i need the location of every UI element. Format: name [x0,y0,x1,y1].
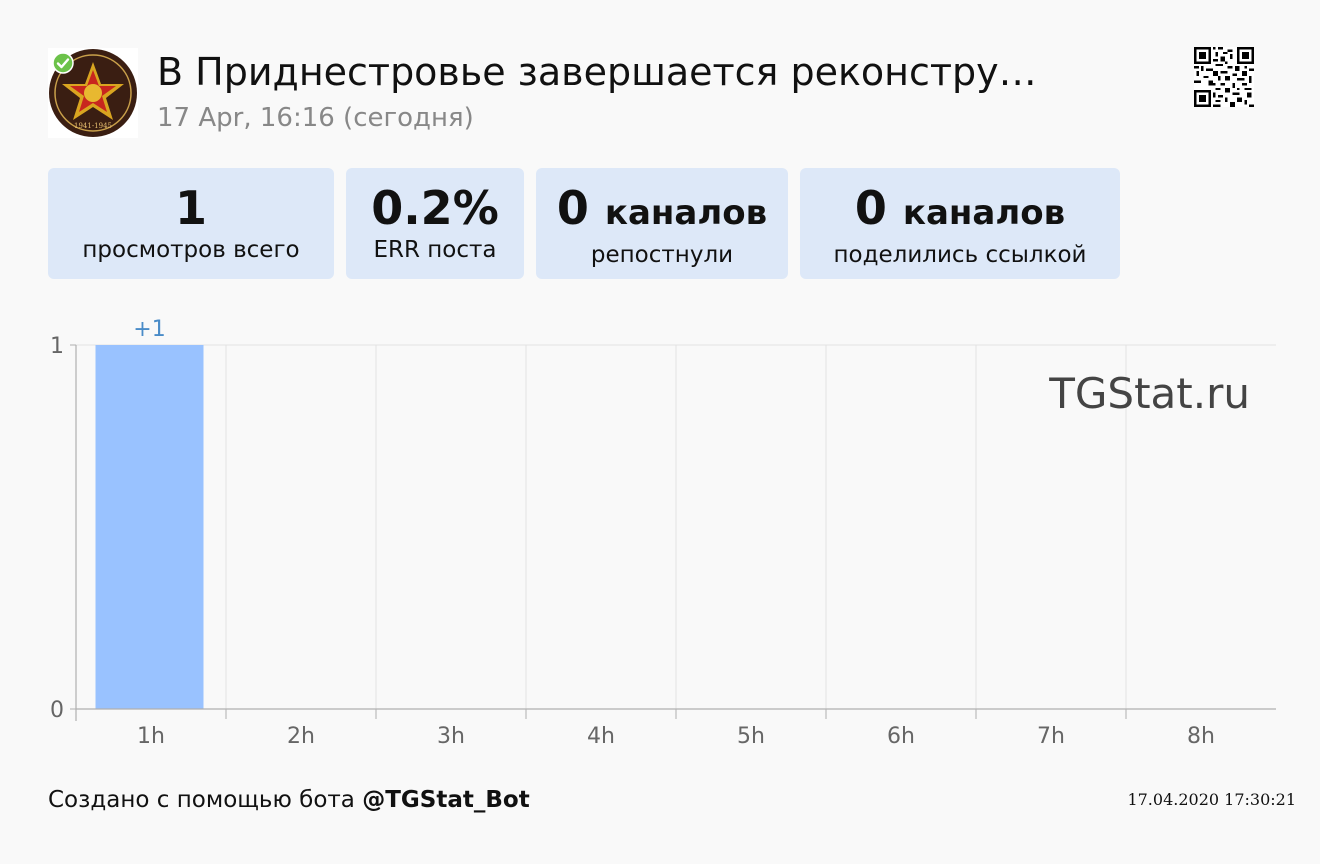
y-tick-label: 1 [50,334,64,359]
x-tick-label: 6h [887,724,915,749]
footer-timestamp: 17.04.2020 17:30:21 [1127,790,1296,809]
y-tick-label: 0 [50,698,64,723]
bars-layer: +1 [95,317,204,709]
stat-card-links: 0 каналов поделились ссылкой [800,168,1120,279]
verified-badge-icon [52,52,74,74]
x-tick-label: 4h [587,724,615,749]
stat-label: репостнули [590,242,734,268]
channel-avatar: 1941-1945 [48,48,138,138]
bar-data-label: +1 [133,317,165,342]
stat-card-views: 1 просмотров всего [48,168,334,279]
stat-value: 0.2% [371,181,499,235]
stat-unit: каналов [902,193,1066,233]
stat-card-reposts: 0 каналов репостнули [536,168,788,279]
footer-prefix: Создано с помощью бота [48,787,363,813]
qr-code-icon [1194,47,1254,107]
x-tick-label: 5h [737,724,765,749]
stat-unit: каналов [604,193,768,233]
stat-value: 0 [556,181,589,235]
bar [95,345,204,709]
x-tick-label: 1h [137,724,165,749]
grid-layer [76,344,1276,709]
stat-value: 1 [174,181,207,235]
svg-text:1941-1945: 1941-1945 [74,122,112,130]
views-bar-chart: TGStat.ru +1 1h 2h 3h 4h 5h 6h 7h 8h 0 1 [50,317,1276,749]
x-tick-label: 2h [287,724,315,749]
stat-card-err: 0.2% ERR поста [346,168,524,279]
footer-credit: Создано с помощью бота @TGStat_Bot [48,784,530,816]
stat-label: просмотров всего [82,237,300,263]
bot-link[interactable]: @TGStat_Bot [362,787,530,813]
post-date: 17 Apr, 16:16 (сегодня) [157,103,474,133]
x-tick-label: 7h [1037,724,1065,749]
stat-value: 0 [854,181,887,235]
axis-layer: 1h 2h 3h 4h 5h 6h 7h 8h 0 1 [50,334,1276,749]
stat-label: поделились ссылкой [833,242,1087,268]
stat-label: ERR поста [373,237,497,263]
x-tick-label: 3h [437,724,465,749]
x-tick-label: 8h [1187,724,1215,749]
watermark-text: TGStat.ru [1048,369,1250,418]
post-title: В Приднестровье завершается реконстру… [157,50,1037,94]
